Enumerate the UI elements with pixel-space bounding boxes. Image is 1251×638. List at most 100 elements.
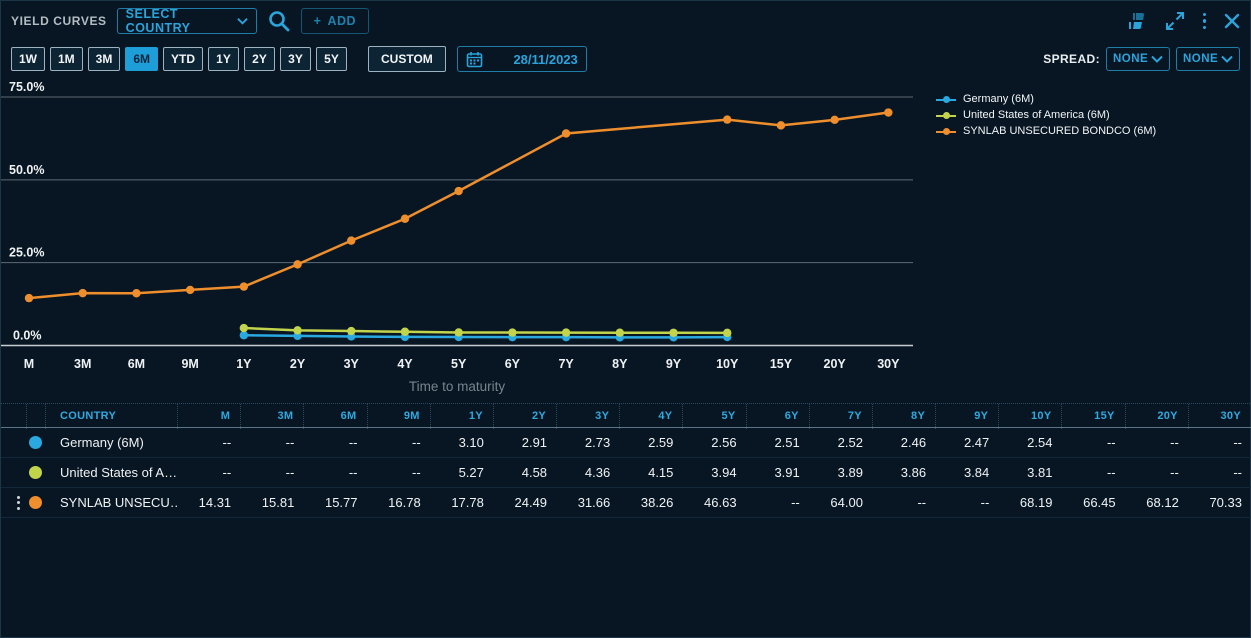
top-bar: YIELD CURVES SELECT COUNTRY + ADD: [1, 1, 1250, 41]
table-header-cell-20y: 20Y: [1126, 404, 1189, 429]
table-cell: --: [285, 465, 295, 480]
legend-item[interactable]: United States of America (6M): [936, 109, 1156, 121]
svg-text:Time to maturity: Time to maturity: [409, 379, 506, 394]
svg-text:M: M: [24, 357, 34, 371]
table-cell: 2.59: [648, 435, 674, 450]
table-cell: 2.47: [963, 435, 990, 450]
legend-marker: [936, 127, 956, 135]
period-button-2y[interactable]: 2Y: [244, 47, 276, 71]
table-cell: 3.81: [1027, 465, 1053, 480]
table-cell: 70.33: [1209, 495, 1242, 510]
table-cell: --: [1106, 435, 1116, 450]
legend-item[interactable]: SYNLAB UNSECURED BONDCO (6M): [936, 125, 1156, 137]
period-button-3m[interactable]: 3M: [87, 47, 121, 71]
spread-label: SPREAD:: [1043, 52, 1100, 66]
table-cell: 2.52: [837, 435, 863, 450]
period-buttons: 1W 1M 3M 6M YTD 1Y 2Y 3Y 5Y: [11, 47, 348, 71]
country-select[interactable]: SELECT COUNTRY: [116, 7, 257, 35]
table-cell: --: [1233, 435, 1242, 450]
table-header-cell-30y: 30Y: [1189, 404, 1251, 429]
table-cell: --: [791, 495, 800, 510]
chart-canvas: 0.0% 25.0% 50.0% 75.0% M 3M 6M 9M 1Y 2Y 3Y 4Y 5Y 6Y 7Y…: [1, 80, 913, 394]
svg-text:3M: 3M: [74, 357, 91, 371]
spread-select-1[interactable]: NONE: [1106, 47, 1170, 71]
period-toolbar: 1W 1M 3M 6M YTD 1Y 2Y 3Y 5Y CUSTOM 28/11/2023 SP…: [1, 43, 1250, 75]
table-cell: --: [980, 495, 990, 510]
table-cell: 17.78: [451, 495, 484, 510]
period-button-1m[interactable]: 1M: [50, 47, 83, 71]
table-cell: 5.27: [458, 465, 484, 480]
table-cell: 16.78: [388, 495, 421, 510]
table-cell: 4.15: [648, 465, 674, 480]
table-header-cell-3m: 3M: [241, 404, 305, 429]
table-cell: 2.51: [774, 435, 800, 450]
calendar-icon: [466, 51, 483, 67]
table-header-cell-9m: 9M: [368, 404, 431, 429]
legend-item[interactable]: Germany (6M): [936, 93, 1156, 105]
table-cell: 14.31: [198, 495, 232, 510]
table-cell: --: [917, 495, 927, 510]
date-value: 28/11/2023: [513, 51, 578, 67]
row-country-name: Germany (6M): [60, 435, 144, 450]
more-options-icon[interactable]: [1201, 11, 1209, 32]
table-cell: --: [412, 465, 421, 480]
spread-select-2[interactable]: NONE: [1176, 47, 1240, 71]
table-cell: 2.91: [521, 435, 548, 450]
chevron-down-icon: [1221, 55, 1233, 63]
table-cell: 3.84: [963, 465, 990, 480]
table-cell: --: [222, 435, 232, 450]
add-button[interactable]: + ADD: [300, 8, 370, 34]
table-cell: 46.63: [704, 495, 737, 510]
table-row[interactable]: SYNLAB UNSECU… 14.31 15.81 15.77 16.78 17.78 2…: [1, 488, 1251, 518]
table-header-cell-4y: 4Y: [620, 404, 684, 429]
period-button-5y[interactable]: 5Y: [316, 47, 348, 71]
table-row[interactable]: Germany (6M) -- -- -- -- 3.10 2.91 2.73 2.59 2.56…: [1, 428, 1251, 458]
close-icon[interactable]: [1224, 13, 1240, 29]
table-header-cell-8y: 8Y: [873, 404, 937, 429]
table-cell: 68.12: [1146, 495, 1179, 510]
svg-text:5Y: 5Y: [451, 357, 467, 371]
series-color-dot: [29, 436, 42, 449]
add-button-label: ADD: [327, 14, 357, 28]
yield-curve-chart: 0.0% 25.0% 50.0% 75.0% M 3M 6M 9M 1Y 2Y 3Y 4Y 5Y 6Y 7Y…: [1, 79, 1251, 399]
table-header-cell-6m: 6M: [304, 404, 368, 429]
period-button-ytd[interactable]: YTD: [163, 47, 204, 71]
period-button-3y[interactable]: 3Y: [280, 47, 312, 71]
table-cell: --: [1233, 465, 1242, 480]
svg-text:0.0%: 0.0%: [13, 329, 42, 343]
table-cell: 3.86: [900, 465, 927, 480]
svg-text:1Y: 1Y: [236, 357, 252, 371]
table-cell: 3.10: [458, 435, 484, 450]
svg-text:75.0%: 75.0%: [9, 80, 44, 94]
row-menu-icon[interactable]: [1, 495, 27, 510]
svg-text:7Y: 7Y: [558, 357, 574, 371]
period-button-1y[interactable]: 1Y: [208, 47, 240, 71]
series-color-dot: [29, 466, 42, 479]
table-header-cell-1y: 1Y: [431, 404, 494, 429]
date-picker[interactable]: 28/11/2023: [456, 46, 587, 72]
feedback-thumbs-icon[interactable]: [1127, 11, 1149, 31]
expand-fullscreen-icon[interactable]: [1165, 11, 1185, 31]
spread-select-2-value: NONE: [1183, 53, 1219, 65]
table-cell: 2.56: [711, 435, 737, 450]
table-header-cell-6y: 6Y: [747, 404, 810, 429]
svg-text:3Y: 3Y: [344, 357, 360, 371]
table-cell: 66.45: [1083, 495, 1116, 510]
table-cell: 31.66: [577, 495, 611, 510]
table-cell: --: [285, 435, 295, 450]
period-button-6m[interactable]: 6M: [125, 47, 159, 71]
table-row[interactable]: United States of A… -- -- -- -- 5.27 4.58 4.36 4…: [1, 458, 1251, 488]
table-header-cell-7y: 7Y: [810, 404, 873, 429]
table-cell: --: [1170, 435, 1179, 450]
table-cell: 2.54: [1027, 435, 1053, 450]
custom-period-button[interactable]: CUSTOM: [368, 46, 446, 72]
table-cell: 24.49: [514, 495, 548, 510]
svg-text:6Y: 6Y: [505, 357, 521, 371]
table-header-cell-10y: 10Y: [999, 404, 1063, 429]
svg-text:9Y: 9Y: [666, 357, 682, 371]
svg-text:10Y: 10Y: [716, 357, 739, 371]
search-icon[interactable]: [267, 9, 291, 33]
period-button-1w[interactable]: 1W: [11, 47, 45, 71]
chevron-down-icon: [1151, 55, 1163, 63]
svg-text:50.0%: 50.0%: [9, 163, 44, 177]
